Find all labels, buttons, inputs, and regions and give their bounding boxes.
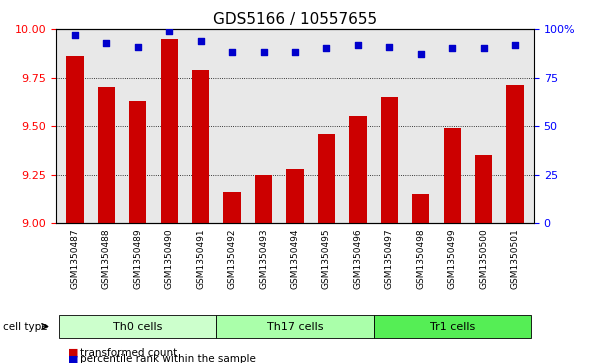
Point [133,44,143,49]
Bar [192,70,209,223]
Bar [349,117,366,223]
Point [510,42,520,48]
Text: GDS5166 / 10557655: GDS5166 / 10557655 [213,12,377,26]
Text: Th0 cells: Th0 cells [113,322,162,331]
Point [385,44,394,49]
Bar [412,194,430,223]
Bar [255,175,272,223]
Text: ■: ■ [68,348,78,358]
Point [259,49,268,55]
Point [227,49,237,55]
Point [322,45,331,51]
Bar [160,39,178,223]
Bar [98,87,115,223]
Point [196,38,205,44]
Text: Th17 cells: Th17 cells [267,322,323,331]
Bar [373,315,531,338]
Bar [66,56,84,223]
Bar [444,128,461,223]
Bar [59,315,217,338]
Bar [217,315,373,338]
Text: cell type: cell type [3,322,48,331]
Text: Tr1 cells: Tr1 cells [430,322,475,331]
Point [353,42,363,48]
Point [416,52,425,57]
Point [101,40,111,45]
Bar [506,85,524,223]
Point [290,49,300,55]
Text: percentile rank within the sample: percentile rank within the sample [80,354,255,363]
Point [479,45,489,51]
Bar [318,134,335,223]
Bar [381,97,398,223]
Bar [286,169,304,223]
Text: ■: ■ [68,354,78,363]
Bar [129,101,146,223]
Bar [475,155,492,223]
Text: transformed count: transformed count [80,348,177,358]
Point [165,28,174,34]
Point [447,45,457,51]
Bar [224,192,241,223]
Point [70,32,80,38]
